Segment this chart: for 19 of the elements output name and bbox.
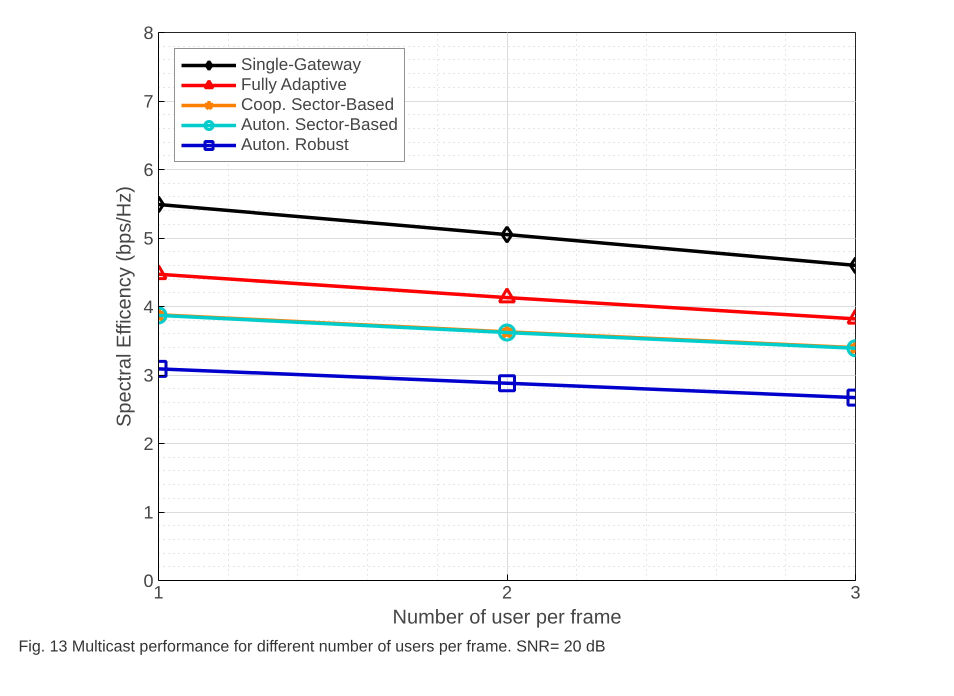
y-tick-label: 2 — [143, 434, 154, 454]
y-tick-label: 7 — [143, 92, 154, 112]
y-tick-label: 1 — [143, 502, 154, 522]
y-tick-label: 5 — [143, 228, 154, 248]
y-tick-label: 8 — [143, 23, 154, 43]
legend-label: Coop. Sector-Based — [241, 95, 394, 115]
y-tick-label: 6 — [143, 160, 154, 180]
legend-label: Auton. Sector-Based — [241, 115, 398, 135]
x-tick-label: 3 — [850, 582, 861, 602]
y-tick-label: 0 — [143, 571, 154, 591]
y-tick-label: 4 — [143, 297, 154, 317]
y-tick-label: 3 — [143, 366, 154, 386]
legend-label: Fully Adaptive — [241, 75, 347, 95]
legend-label: Auton. Robust — [241, 135, 349, 155]
legend-label: Single-Gateway — [241, 55, 362, 75]
x-tick-label: 2 — [502, 582, 512, 602]
y-axis-title: Spectral Efficency (bps/Hz) — [113, 186, 136, 427]
caption: Fig. 13 Multicast performance for different number of users per frame. SNR= 20 dB — [18, 638, 606, 656]
x-axis-title: Number of user per frame — [392, 606, 622, 628]
